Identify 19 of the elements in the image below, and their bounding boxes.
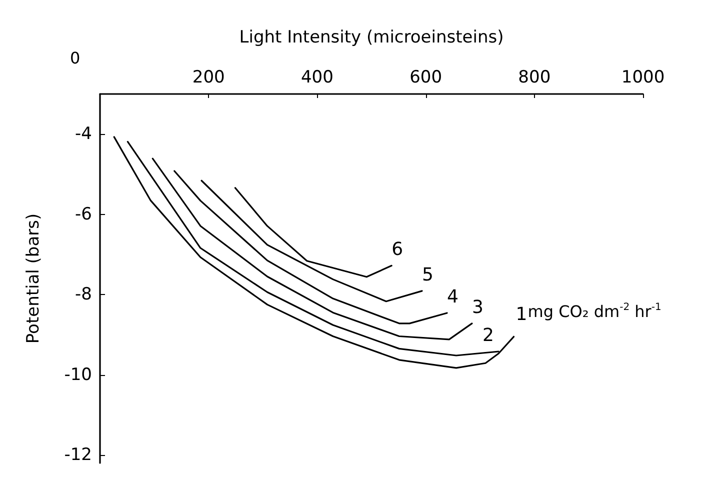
series-label: 6 [392, 239, 404, 260]
series-label: 5 [422, 264, 434, 286]
x-tick-label: 1000 [621, 68, 665, 88]
y-tick-label: -6 [75, 204, 92, 224]
y-tick-label: -8 [75, 284, 92, 305]
x-tick-label: 400 [300, 68, 334, 88]
x-axis-title: Light Intensity (microeinsteins) [239, 28, 504, 48]
series-label: 4 [446, 286, 458, 308]
y-tick-label: -10 [64, 364, 92, 385]
y-tick-label: -4 [75, 124, 92, 144]
series-label: 1 [516, 304, 528, 326]
y-axis-title: Potential (bars) [24, 213, 44, 344]
y-tick-label: -12 [64, 444, 92, 465]
x-tick-label: 200 [192, 68, 225, 88]
series-label: 2 [482, 325, 494, 346]
text: 0 [70, 48, 80, 68]
series-label: 3 [472, 296, 484, 318]
x-tick-label: 600 [410, 68, 442, 88]
x-tick-label: 800 [518, 68, 551, 88]
